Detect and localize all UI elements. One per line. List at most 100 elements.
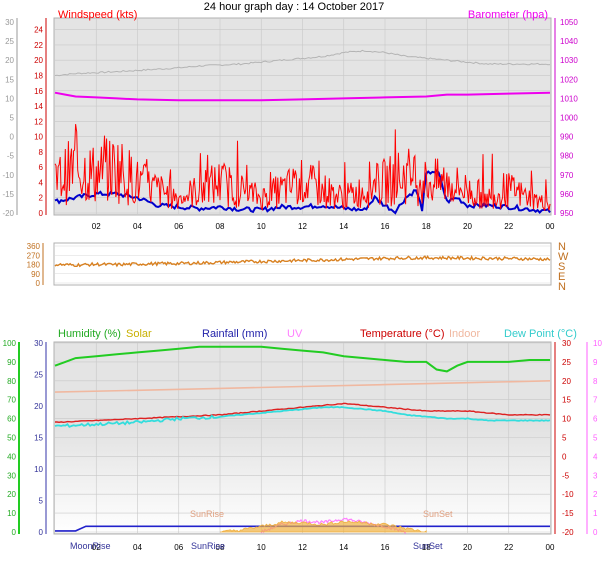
y-tick-label-temp-history: 5 bbox=[10, 114, 15, 123]
x-tick-label: 14 bbox=[339, 222, 348, 231]
compass-label: N bbox=[558, 241, 566, 253]
y-tick-label-barometer: 950 bbox=[560, 209, 574, 218]
y-tick-label-temperature: 15 bbox=[562, 396, 571, 405]
y-tick-label-wind: 0 bbox=[39, 209, 44, 218]
y-tick-label-humidity: 50 bbox=[7, 434, 16, 443]
y-tick-label-barometer: 980 bbox=[560, 152, 574, 161]
y-tick-label-uv: 6 bbox=[593, 415, 598, 424]
chart-title: 24 hour graph day : 14 October 2017 bbox=[204, 1, 384, 13]
y-tick-label-humidity: 10 bbox=[7, 509, 16, 518]
y-tick-label-temperature: 10 bbox=[562, 415, 571, 424]
y-tick-label-humidity: 20 bbox=[7, 490, 16, 499]
chart-marks bbox=[54, 49, 551, 534]
x-tick-label: 16 bbox=[381, 543, 390, 552]
compass-label: S bbox=[558, 261, 565, 273]
x-tick-label: 00 bbox=[546, 222, 555, 231]
y-tick-label-wind: 10 bbox=[34, 133, 43, 142]
x-tick-label: 10 bbox=[257, 543, 266, 552]
compass-label: N bbox=[558, 281, 566, 293]
marker-moonrise: MoonRise bbox=[70, 541, 111, 551]
legend-solar: Solar bbox=[126, 328, 152, 340]
compass-label: W bbox=[558, 251, 569, 263]
y-tick-label-uv: 7 bbox=[593, 396, 598, 405]
x-tick-label: 14 bbox=[339, 543, 348, 552]
y-tick-label-direction: 270 bbox=[27, 251, 41, 260]
x-tick-label: 06 bbox=[174, 222, 183, 231]
y-tick-label-wind: 20 bbox=[34, 56, 43, 65]
y-tick-label-temperature: -5 bbox=[562, 471, 570, 480]
x-tick-label: 04 bbox=[133, 543, 142, 552]
y-tick-label-wind: 22 bbox=[34, 41, 43, 50]
x-tick-label: 20 bbox=[463, 543, 472, 552]
y-tick-label-humidity: 90 bbox=[7, 358, 16, 367]
y-tick-label-humidity: 40 bbox=[7, 452, 16, 461]
y-tick-label-rainfall: 20 bbox=[34, 402, 43, 411]
y-tick-label-temperature: 20 bbox=[562, 377, 571, 386]
y-tick-label-barometer: 1050 bbox=[560, 18, 578, 27]
y-tick-label-uv: 10 bbox=[593, 339, 602, 348]
temperature-history-line bbox=[54, 49, 551, 77]
y-tick-label-temperature: 30 bbox=[562, 339, 571, 348]
y-tick-label-temp-history: -20 bbox=[2, 209, 14, 218]
y-tick-label-temperature: -20 bbox=[562, 528, 574, 537]
y-tick-label-direction: 90 bbox=[31, 270, 40, 279]
x-tick-label: 18 bbox=[422, 222, 431, 231]
y-tick-label-temperature: -15 bbox=[562, 509, 574, 518]
y-tick-label-rainfall: 10 bbox=[34, 465, 43, 474]
y-tick-label-wind: 8 bbox=[39, 148, 44, 157]
x-tick-label: 20 bbox=[463, 222, 472, 231]
x-tick-label: 10 bbox=[257, 222, 266, 231]
y-tick-label-rainfall: 15 bbox=[34, 434, 43, 443]
marker-sunrise-top: SunRise bbox=[190, 509, 224, 519]
y-tick-label-temp-history: -5 bbox=[7, 152, 15, 161]
y-tick-label-temp-history: 10 bbox=[5, 94, 14, 103]
marker-sunset-top: SunSet bbox=[423, 509, 453, 519]
y-tick-label-humidity: 0 bbox=[12, 528, 17, 537]
y-tick-label-humidity: 60 bbox=[7, 415, 16, 424]
y-tick-label-temperature: 25 bbox=[562, 358, 571, 367]
legend-rainfall: Rainfall (mm) bbox=[202, 328, 267, 340]
y-tick-label-wind: 6 bbox=[39, 163, 44, 172]
y-tick-label-temp-history: 15 bbox=[5, 75, 14, 84]
y-tick-label-temp-history: -15 bbox=[2, 190, 14, 199]
x-tick-label: 22 bbox=[504, 222, 513, 231]
y-tick-label-barometer: 1020 bbox=[560, 75, 578, 84]
y-tick-label-temperature: 5 bbox=[562, 434, 567, 443]
y-tick-label-humidity: 100 bbox=[3, 339, 17, 348]
y-tick-label-humidity: 70 bbox=[7, 396, 16, 405]
wind-speed-line bbox=[54, 124, 551, 212]
x-tick-label: 22 bbox=[504, 543, 513, 552]
y-tick-label-humidity: 80 bbox=[7, 377, 16, 386]
indoor-line bbox=[54, 380, 551, 393]
legend-humidity: Humidity (%) bbox=[58, 328, 121, 340]
y-tick-label-uv: 8 bbox=[593, 377, 598, 386]
y-tick-label-uv: 4 bbox=[593, 452, 598, 461]
x-tick-label: 00 bbox=[546, 543, 555, 552]
y-tick-label-uv: 9 bbox=[593, 358, 598, 367]
y-tick-label-humidity: 30 bbox=[7, 471, 16, 480]
legend-temperature: Temperature (°C) bbox=[360, 328, 444, 340]
x-tick-label: 12 bbox=[298, 222, 307, 231]
y-tick-label-uv: 3 bbox=[593, 471, 598, 480]
y-tick-label-temperature: 0 bbox=[562, 452, 567, 461]
y-tick-label-temp-history: -10 bbox=[2, 171, 14, 180]
dew-point-line bbox=[54, 405, 551, 428]
y-tick-label-temp-history: 25 bbox=[5, 37, 14, 46]
x-tick-label: 08 bbox=[216, 543, 225, 552]
y-tick-label-wind: 24 bbox=[34, 26, 43, 35]
x-tick-label: 08 bbox=[216, 222, 225, 231]
marker-sunset-bottom: SunSet bbox=[413, 541, 443, 551]
y-tick-label-wind: 4 bbox=[39, 178, 44, 187]
y-tick-label-rainfall: 25 bbox=[34, 371, 43, 380]
y-tick-label-barometer: 1000 bbox=[560, 114, 578, 123]
y-tick-label-temp-history: 0 bbox=[10, 133, 15, 142]
y-tick-label-wind: 16 bbox=[34, 87, 43, 96]
y-tick-label-temperature: -10 bbox=[562, 490, 574, 499]
x-tick-label: 02 bbox=[92, 222, 101, 231]
barometer-label: Barometer (hpa) bbox=[468, 9, 548, 21]
y-tick-label-rainfall: 0 bbox=[39, 528, 44, 537]
y-tick-label-temp-history: 20 bbox=[5, 56, 14, 65]
y-tick-label-uv: 0 bbox=[593, 528, 598, 537]
